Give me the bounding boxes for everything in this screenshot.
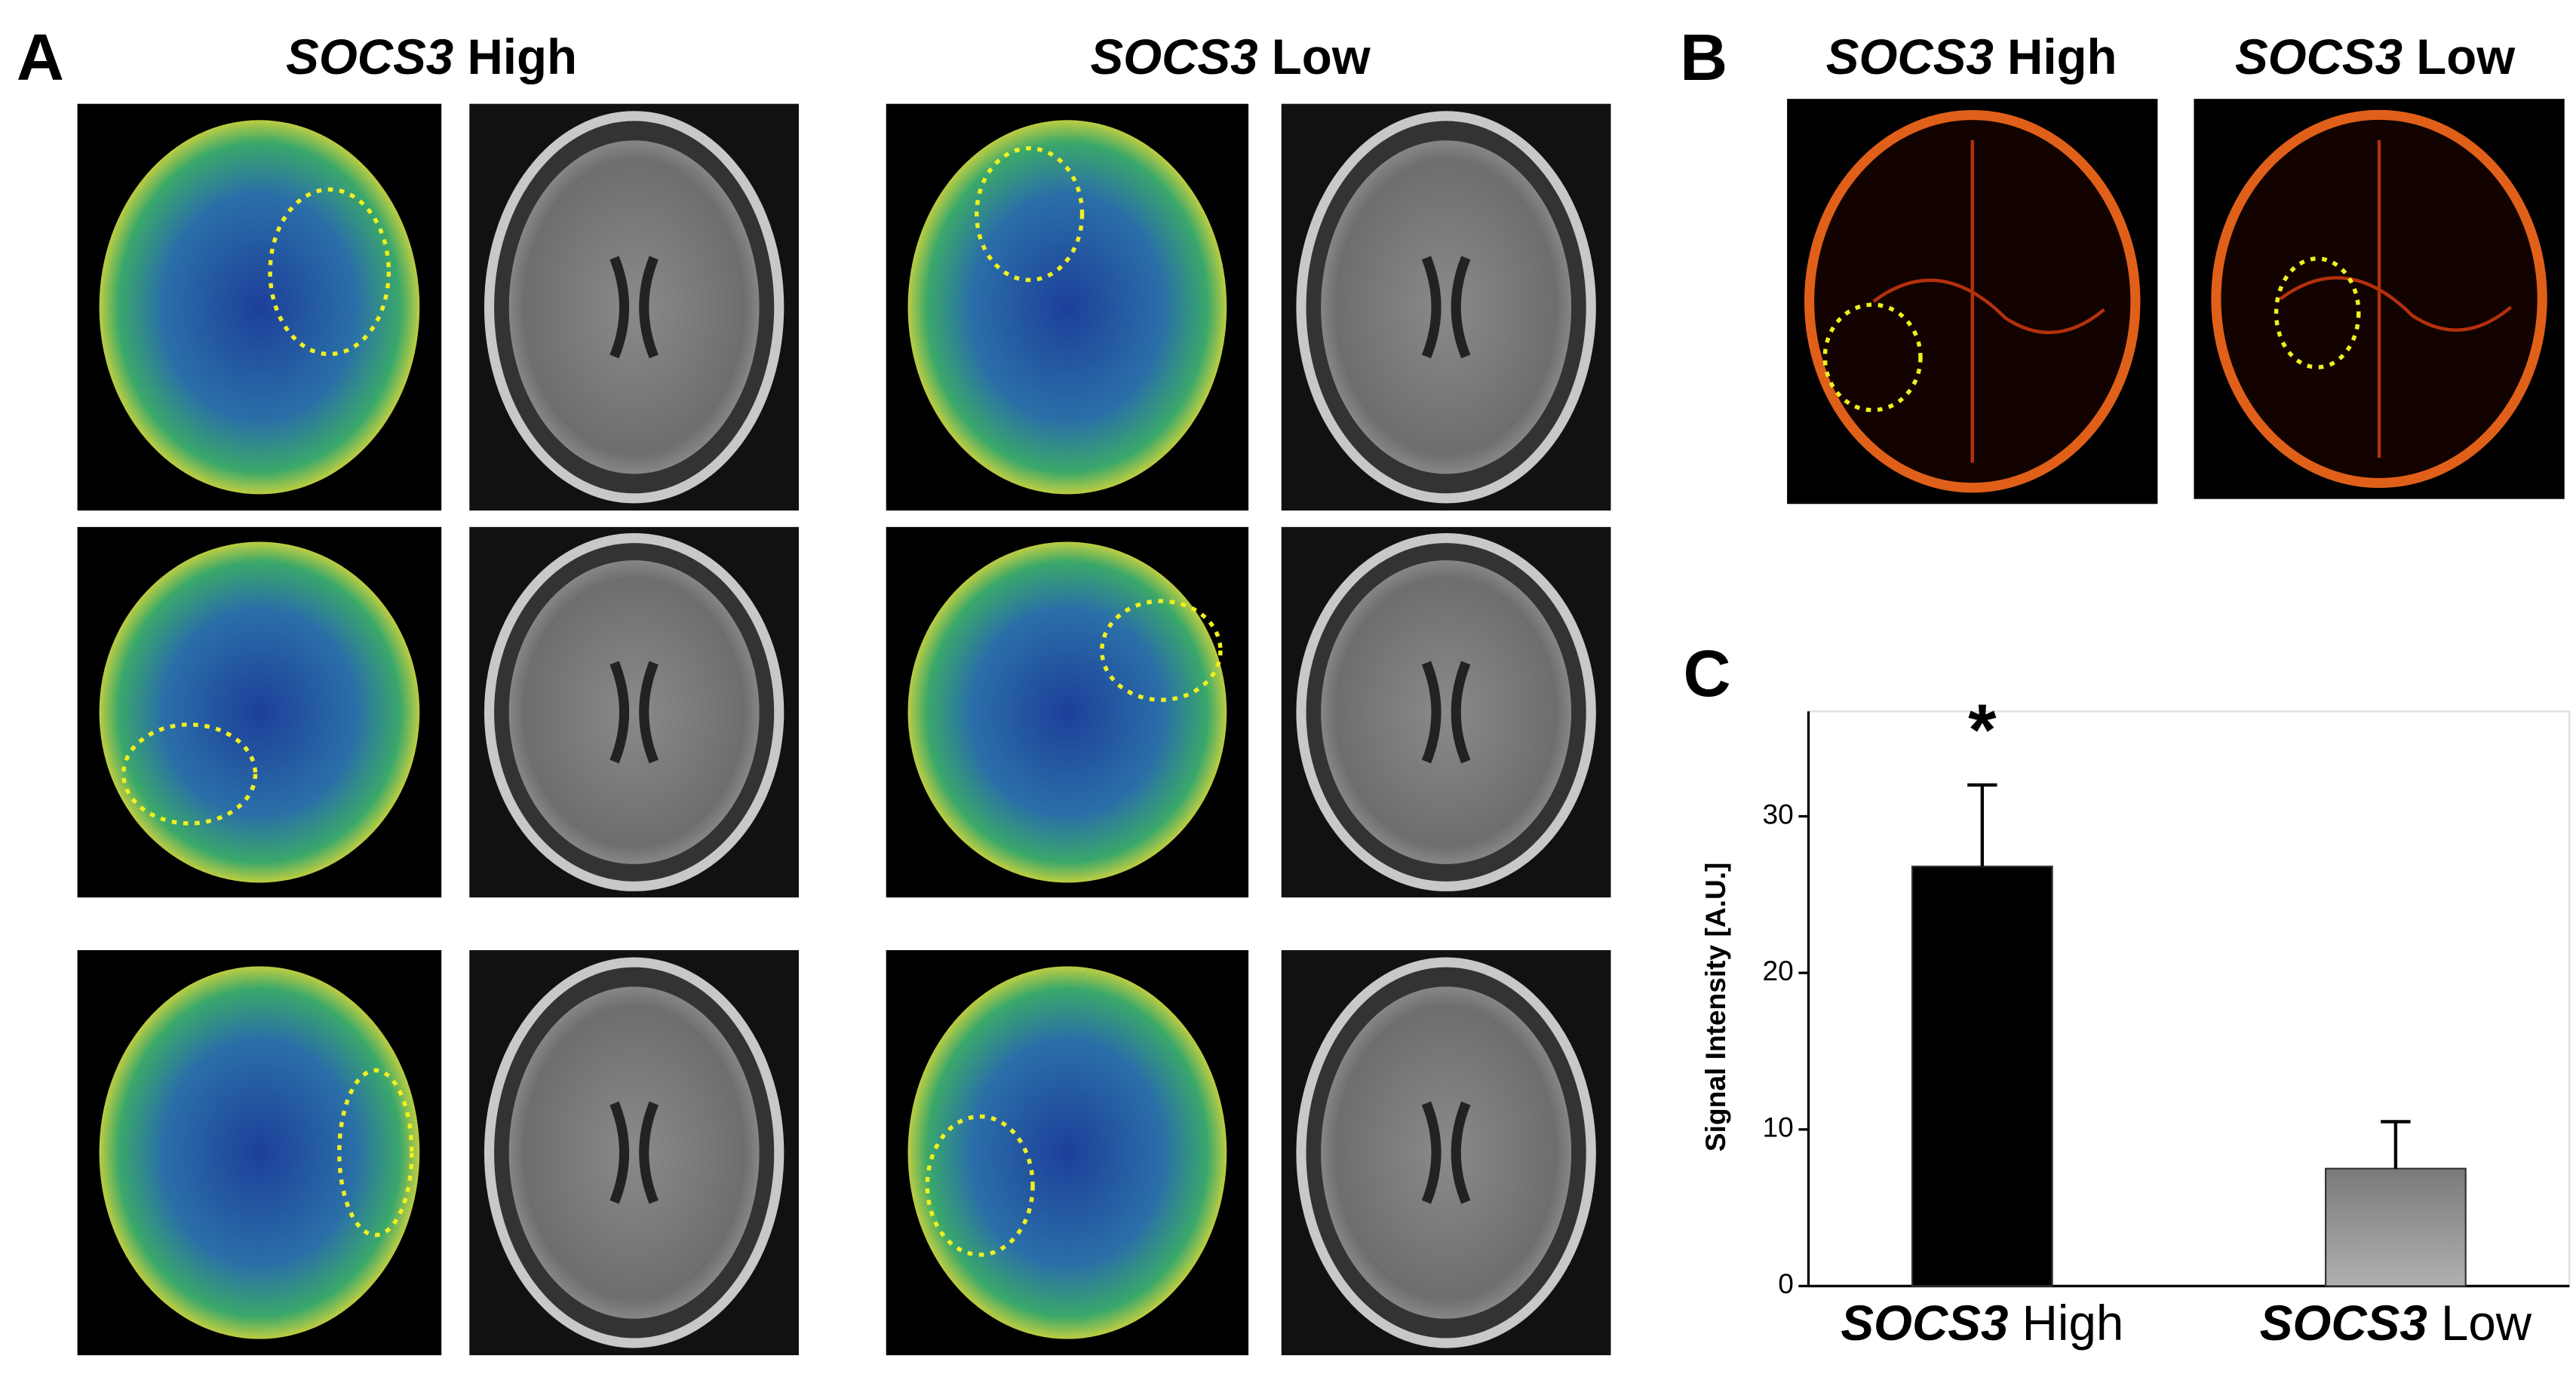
panel-label: A — [17, 20, 64, 94]
panel-label: C — [1684, 636, 1731, 710]
brain — [1321, 560, 1572, 864]
y-axis-label: Signal Intensity [A.U.] — [1699, 863, 1731, 1152]
condition: High — [467, 29, 577, 84]
roi-circle — [2274, 256, 2361, 370]
brain — [1321, 140, 1572, 474]
ventricle — [1421, 256, 1471, 359]
bar — [2325, 1167, 2467, 1287]
gene: SOCS3 — [286, 29, 453, 84]
gene: SOCS3 — [1826, 29, 1994, 84]
brain — [508, 986, 760, 1319]
gene: SOCS3 — [1090, 29, 1257, 84]
error-bar — [1967, 783, 1997, 866]
x-tick-label: SOCS3 High — [1841, 1296, 2123, 1351]
x-tick-label: SOCS3 Low — [2260, 1296, 2532, 1351]
brain-map — [907, 120, 1227, 495]
y-tick-label: 0 — [1778, 1268, 1794, 1299]
brain-map — [907, 966, 1227, 1339]
panel-title: SOCS3 Low — [2235, 29, 2516, 84]
panel-title: SOCS3 Low — [1090, 29, 1371, 84]
brain — [1321, 986, 1572, 1319]
vessels — [1872, 140, 2105, 463]
roi-circle — [1822, 302, 1923, 412]
ventricle — [1421, 661, 1471, 764]
roi-circle — [925, 1114, 1035, 1257]
brain — [508, 560, 760, 864]
roi-circle — [268, 187, 391, 357]
roi-circle — [337, 1068, 414, 1237]
brain-map — [99, 120, 420, 495]
error-bar — [2381, 1120, 2411, 1169]
condition: Low — [1272, 29, 1371, 84]
roi-circle — [1100, 599, 1223, 702]
brain — [508, 140, 760, 474]
bar — [1911, 865, 2053, 1287]
panel-title: SOCS3 High — [286, 29, 577, 84]
panel-title: SOCS3 High — [1826, 29, 2117, 84]
panel-label: B — [1680, 20, 1727, 94]
roi-circle — [975, 146, 1085, 283]
condition: High — [2007, 29, 2117, 84]
y-tick-label: 20 — [1763, 955, 1794, 986]
gene: SOCS3 — [2235, 29, 2403, 84]
condition: Low — [2416, 29, 2516, 84]
significance-marker: * — [1968, 690, 1997, 771]
brain-map — [99, 966, 420, 1339]
ventricle — [1421, 1101, 1471, 1204]
vessels — [2279, 140, 2513, 458]
y-tick-label: 30 — [1763, 798, 1794, 830]
brain-map — [907, 541, 1227, 883]
brain-map — [99, 541, 420, 883]
ventricle — [609, 661, 659, 764]
ventricle — [609, 1101, 659, 1204]
y-tick-label: 10 — [1763, 1112, 1794, 1143]
ventricle — [609, 256, 659, 359]
